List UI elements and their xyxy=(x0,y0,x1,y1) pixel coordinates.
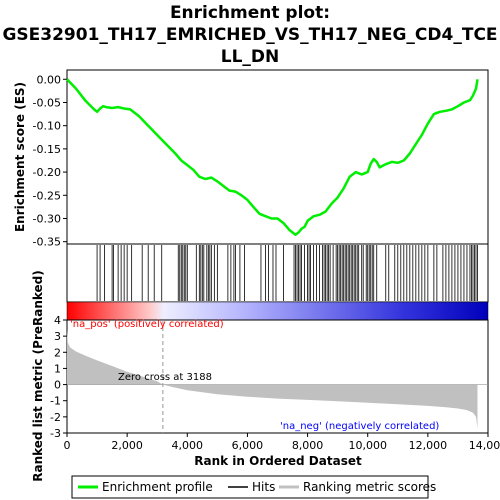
enrichment-profile-layer xyxy=(66,78,479,236)
metric-y-tick-label: -1 xyxy=(50,395,61,408)
chart-title-line-2: GSE32901_TH17_EMRICHED_VS_TH17_NEG_CD4_T… xyxy=(2,25,497,45)
rank-color-bar xyxy=(66,301,489,321)
x-tick-label: 8,000 xyxy=(292,439,324,452)
es-y-tick-label: -0.25 xyxy=(33,189,61,202)
x-tick-label: 4,000 xyxy=(172,439,204,452)
x-tick-label: 6,000 xyxy=(232,439,264,452)
metric-y-tick-label: 0 xyxy=(54,379,61,392)
es-y-axis-label: Enrichment score (ES) xyxy=(13,82,27,232)
es-y-tick-label: -0.15 xyxy=(33,143,61,156)
metric-y-tick-label: 4 xyxy=(54,314,61,327)
legend-label-enrichment-profile: Enrichment profile xyxy=(102,480,213,494)
metric-y-tick-label: -2 xyxy=(50,411,61,424)
es-panel-frame xyxy=(66,69,489,245)
x-axis: 0 2,000 4,000 6,000 8,000 10,000 12,000 14,000 xyxy=(64,433,500,452)
metric-y-axis-label: Ranked list metric (PreRanked) xyxy=(31,270,45,482)
chart-title-line-3: LL_DN xyxy=(221,47,280,67)
ranking-metric-area xyxy=(67,329,478,429)
x-tick-label: 2,000 xyxy=(111,439,143,452)
x-tick-label: 12,000 xyxy=(409,439,448,452)
x-tick-label: 0 xyxy=(64,439,71,452)
es-y-tick-label: -0.10 xyxy=(33,120,61,133)
x-axis-label: Rank in Ordered Dataset xyxy=(194,454,362,468)
x-tick-label: 10,000 xyxy=(348,439,387,452)
chart-title-line-1: Enrichment plot: xyxy=(170,3,330,23)
es-y-tick-label: -0.05 xyxy=(33,96,61,109)
es-y-tick-label: 0.00 xyxy=(37,73,62,86)
metric-y-tick-label: 1 xyxy=(54,362,61,375)
legend-box xyxy=(71,475,429,499)
na-neg-annotation: 'na_neg' (negatively correlated) xyxy=(280,421,439,432)
es-y-axis: 0.00 -0.05 -0.10 -0.15 -0.20 -0.25 -0.30 -0.35 xyxy=(33,73,67,249)
enrichment-profile-line xyxy=(66,78,479,236)
hits-layer xyxy=(96,245,478,301)
es-y-tick-label: -0.35 xyxy=(33,236,61,249)
legend: Enrichment profile Hits Ranking metric s… xyxy=(71,475,436,499)
na-pos-annotation: 'na_pos' (positively correlated) xyxy=(70,319,224,330)
legend-label-ranking-metric-scores: Ranking metric scores xyxy=(303,480,436,494)
x-tick-label: 14,000 xyxy=(469,439,500,452)
metric-y-tick-label: 3 xyxy=(54,330,61,343)
metric-y-tick-label: -3 xyxy=(50,427,61,440)
metric-y-tick-label: 2 xyxy=(54,346,61,359)
es-y-tick-label: -0.30 xyxy=(33,212,61,225)
zero-cross-annotation: Zero cross at 3188 xyxy=(118,372,212,383)
es-y-tick-label: -0.20 xyxy=(33,166,61,179)
legend-label-hits: Hits xyxy=(252,480,275,494)
metric-y-axis: 4 3 2 1 0 -1 -2 -3 xyxy=(50,314,67,440)
ranking-metric-layer xyxy=(67,320,488,433)
